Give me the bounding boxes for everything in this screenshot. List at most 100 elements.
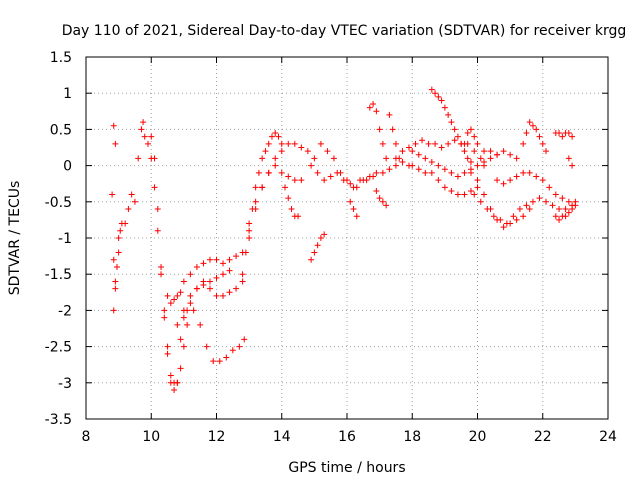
data-point <box>317 140 324 147</box>
data-point <box>546 184 553 191</box>
series-e2 <box>174 267 233 328</box>
data-point <box>392 162 399 169</box>
data-point <box>428 169 435 176</box>
series-h <box>246 140 311 241</box>
data-point <box>154 227 161 234</box>
data-point <box>556 206 563 213</box>
data-point <box>259 184 266 191</box>
data-point <box>291 177 298 184</box>
data-point <box>110 256 117 263</box>
series-a2 <box>110 227 124 314</box>
data-point <box>353 213 360 220</box>
data-point <box>556 216 563 223</box>
data-point <box>187 300 194 307</box>
data-point <box>311 155 318 162</box>
data-point <box>278 169 285 176</box>
series-z <box>481 148 520 162</box>
data-point <box>220 292 227 299</box>
data-point <box>454 133 461 140</box>
data-point <box>291 140 298 147</box>
data-point <box>565 130 572 137</box>
data-point <box>481 148 488 155</box>
data-point <box>422 155 429 162</box>
data-point <box>117 227 124 234</box>
data-point <box>167 300 174 307</box>
data-point <box>167 372 174 379</box>
data-point <box>432 140 439 147</box>
y-tick-label: -2 <box>58 303 72 319</box>
series-n <box>347 198 360 220</box>
data-point <box>180 278 187 285</box>
data-point <box>552 213 559 220</box>
data-point <box>494 151 501 158</box>
data-point <box>158 263 165 270</box>
data-point <box>569 133 576 140</box>
series-c <box>131 119 148 205</box>
series-o <box>366 101 390 162</box>
data-point <box>549 202 556 209</box>
data-point <box>454 191 461 198</box>
series-ab <box>539 140 550 155</box>
data-point <box>386 166 393 173</box>
data-point <box>193 263 200 270</box>
data-point <box>110 122 117 129</box>
data-point <box>220 271 227 278</box>
data-point <box>180 307 187 314</box>
y-tick-label: 0 <box>63 159 72 175</box>
data-point <box>171 296 178 303</box>
data-point <box>252 198 259 205</box>
data-point <box>471 133 478 140</box>
data-point <box>448 169 455 176</box>
data-point <box>347 180 354 187</box>
data-point <box>213 256 220 263</box>
data-point <box>226 289 233 296</box>
data-point <box>487 155 494 162</box>
y-tick-label: -3 <box>58 376 72 392</box>
data-point <box>559 133 566 140</box>
data-point <box>246 220 253 227</box>
data-point <box>500 224 507 231</box>
data-point <box>569 162 576 169</box>
data-point <box>184 321 191 328</box>
data-point <box>115 249 122 256</box>
x-tick-label: 16 <box>338 429 356 445</box>
data-point <box>392 155 399 162</box>
series-j <box>282 184 302 220</box>
data-point <box>327 173 334 180</box>
series-a <box>109 191 135 285</box>
data-point <box>520 213 527 220</box>
data-point <box>268 133 275 140</box>
data-point <box>389 126 396 133</box>
data-point <box>252 184 259 191</box>
data-point <box>415 166 422 173</box>
data-point <box>526 119 533 126</box>
data-point <box>272 155 279 162</box>
data-point <box>513 216 520 223</box>
data-point <box>298 177 305 184</box>
data-point <box>487 206 494 213</box>
data-point <box>226 256 233 263</box>
data-point <box>405 144 412 151</box>
data-point <box>141 133 148 140</box>
data-point <box>213 292 220 299</box>
data-point <box>190 307 197 314</box>
data-point <box>282 184 289 191</box>
data-point <box>373 187 380 194</box>
data-point <box>461 148 468 155</box>
data-point <box>441 104 448 111</box>
data-point <box>379 140 386 147</box>
data-point <box>180 314 187 321</box>
data-point <box>523 130 530 137</box>
data-point <box>255 169 262 176</box>
data-point <box>373 169 380 176</box>
data-point <box>464 130 471 137</box>
data-point <box>474 184 481 191</box>
data-point <box>565 155 572 162</box>
data-point <box>565 198 572 205</box>
data-point <box>242 249 249 256</box>
series-v <box>461 126 488 169</box>
series-s <box>428 86 474 165</box>
data-point <box>167 379 174 386</box>
data-point <box>278 148 285 155</box>
data-point <box>415 151 422 158</box>
